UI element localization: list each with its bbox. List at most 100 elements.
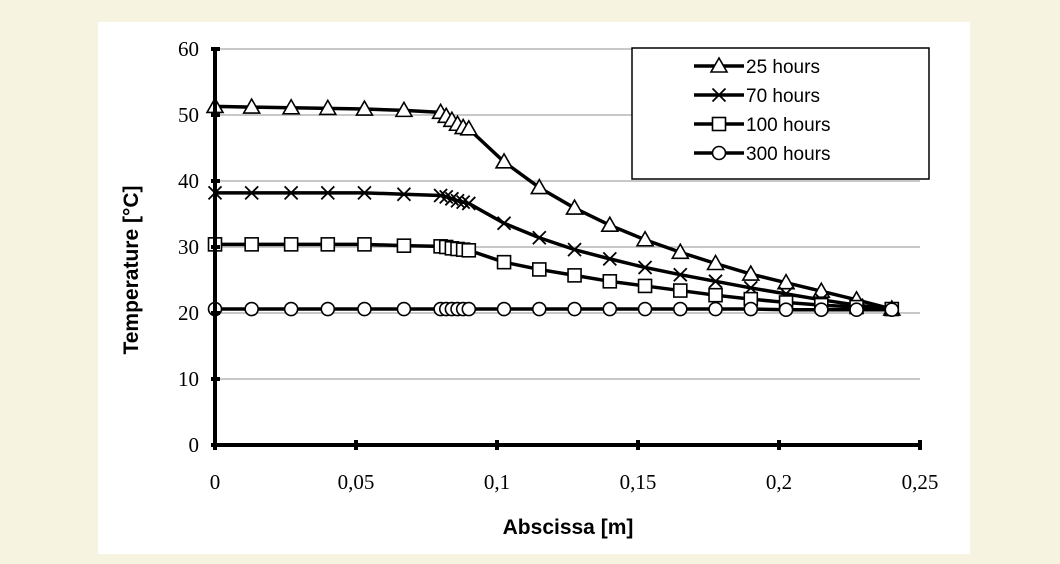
data-point — [320, 237, 336, 252]
data-point — [283, 301, 299, 317]
data-point — [396, 187, 412, 202]
legend-label: 100 hours — [746, 115, 831, 136]
y-tick-label: 40 — [178, 169, 199, 193]
data-point — [494, 152, 514, 169]
y-tick-label: 60 — [178, 37, 199, 61]
y-tick-label: 10 — [178, 367, 199, 391]
data-point — [433, 188, 448, 203]
data-point — [706, 253, 725, 271]
data-point — [531, 262, 547, 277]
x-axis-title: Abscissa [m] — [503, 516, 634, 539]
axes — [211, 47, 922, 450]
data-point — [450, 193, 465, 208]
data-point — [637, 301, 653, 317]
data-point — [637, 260, 653, 275]
data-point — [811, 281, 831, 299]
data-point — [600, 215, 620, 233]
data-point — [602, 274, 618, 289]
data-point — [496, 301, 512, 317]
data-point — [396, 238, 412, 253]
series-3 — [207, 301, 900, 318]
legend-item: 25 hours — [694, 56, 820, 78]
tick-labels: 0 10 20 30 40 50 60 0 0,05 0,1 0,15 0,2 0,25 — [178, 37, 938, 494]
legend-label: 70 hours — [746, 86, 820, 107]
data-point — [529, 177, 549, 195]
data-point — [567, 301, 582, 317]
data-point — [394, 100, 414, 118]
data-point — [244, 237, 259, 252]
y-tick-label: 30 — [178, 235, 199, 259]
data-point — [670, 242, 690, 260]
data-point — [244, 301, 259, 317]
data-point — [741, 264, 761, 281]
series-line — [215, 191, 892, 311]
data-point — [708, 301, 723, 317]
data-point — [357, 301, 372, 317]
legend-marker — [711, 116, 727, 132]
legend-marker — [711, 87, 727, 103]
data-point — [849, 302, 864, 318]
data-point — [602, 251, 617, 267]
data-point — [459, 119, 479, 136]
x-tick-label: 0,1 — [484, 470, 510, 494]
data-point — [283, 237, 299, 252]
data-point — [396, 301, 412, 317]
data-point — [778, 302, 794, 318]
y-tick-label: 50 — [178, 103, 199, 127]
legend-label: 300 hours — [746, 144, 831, 165]
y-axis-title: Temperature [°C] — [120, 185, 143, 354]
data-point — [318, 98, 338, 116]
data-point — [320, 185, 335, 201]
data-point — [531, 301, 547, 317]
data-point — [461, 196, 476, 211]
legend-item: 70 hours — [694, 86, 820, 107]
data-point — [813, 302, 829, 318]
data-point — [673, 267, 688, 282]
series-layer — [205, 96, 902, 318]
data-point — [776, 273, 796, 290]
data-point — [357, 237, 372, 252]
legend-item: 100 hours — [694, 115, 831, 136]
data-point — [708, 287, 723, 303]
x-tick-label: 0,15 — [620, 470, 657, 494]
data-point — [708, 274, 723, 289]
data-point — [244, 185, 259, 201]
x-tick-label: 0,25 — [902, 470, 939, 494]
line-chart: 0 10 20 30 40 50 60 0 0,05 0,1 0,15 0,2 0,25 Absciss… — [120, 37, 938, 539]
data-point — [461, 301, 477, 317]
chart-panel: 0 10 20 30 40 50 60 0 0,05 0,1 0,15 0,2 0,25 Absciss… — [98, 22, 970, 554]
series-0 — [205, 96, 902, 316]
data-point — [672, 283, 688, 298]
data-point — [357, 185, 372, 201]
series-1 — [207, 185, 899, 317]
y-tick-label: 0 — [189, 433, 200, 457]
legend-marker — [709, 56, 729, 73]
x-tick-label: 0,05 — [338, 470, 375, 494]
data-point — [567, 268, 582, 283]
data-point — [884, 302, 900, 318]
series-2 — [207, 237, 900, 317]
data-point — [281, 98, 301, 115]
data-point — [496, 254, 512, 270]
data-point — [284, 185, 299, 201]
x-tick-label: 0 — [210, 470, 221, 494]
data-point — [461, 243, 477, 258]
data-point — [637, 278, 653, 294]
data-point — [743, 301, 759, 317]
data-point — [532, 230, 547, 245]
legend-label: 25 hours — [746, 57, 820, 78]
data-point — [496, 216, 512, 231]
data-point — [242, 97, 262, 114]
data-point — [635, 230, 655, 247]
x-tick-label: 0,2 — [766, 470, 792, 494]
legend-box — [631, 47, 930, 180]
legend-item: 300 hours — [694, 144, 831, 165]
data-point — [320, 301, 336, 317]
data-point — [602, 301, 618, 317]
y-tick-label: 20 — [178, 301, 199, 325]
data-point — [355, 99, 374, 116]
legend: 25 hours 70 hours 100 hours 300 hours — [631, 47, 930, 180]
data-point — [456, 194, 471, 210]
data-point — [565, 198, 584, 215]
data-point — [567, 242, 582, 257]
